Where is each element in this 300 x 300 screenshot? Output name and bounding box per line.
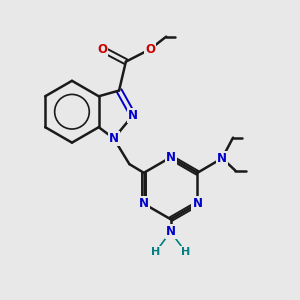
Text: N: N (128, 109, 138, 122)
Text: N: N (192, 197, 203, 210)
Text: N: N (139, 197, 149, 210)
Text: H: H (181, 247, 190, 256)
Text: N: N (166, 151, 176, 164)
Text: O: O (145, 43, 155, 56)
Text: H: H (151, 247, 160, 256)
Text: N: N (217, 152, 227, 165)
Text: O: O (97, 43, 107, 56)
Text: N: N (166, 225, 176, 239)
Text: N: N (109, 132, 119, 145)
